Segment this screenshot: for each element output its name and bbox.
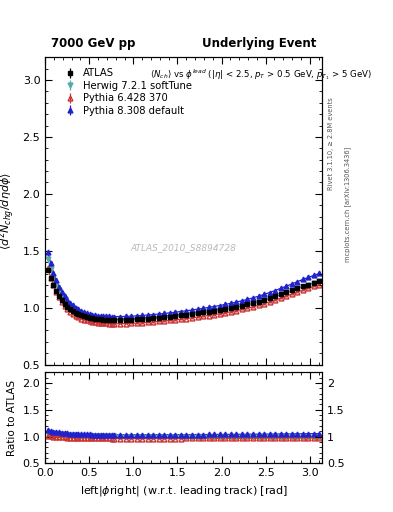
- Text: Underlying Event: Underlying Event: [202, 37, 317, 50]
- Text: ATLAS_2010_S8894728: ATLAS_2010_S8894728: [131, 243, 237, 252]
- Text: $\langle N_{ch}\rangle$ vs $\phi^{lead}$ ($|\eta|$ < 2.5, $p_T$ > 0.5 GeV, $p_{T: $\langle N_{ch}\rangle$ vs $\phi^{lead}$…: [151, 67, 373, 81]
- Bar: [45, 435, 322, 438]
- Text: Rivet 3.1.10, ≥ 2.8M events: Rivet 3.1.10, ≥ 2.8M events: [328, 97, 334, 190]
- Y-axis label: Ratio to ATLAS: Ratio to ATLAS: [7, 380, 17, 456]
- Legend: ATLAS, Herwig 7.2.1 softTune, Pythia 6.428 370, Pythia 8.308 default: ATLAS, Herwig 7.2.1 softTune, Pythia 6.4…: [61, 69, 192, 116]
- X-axis label: left$|\phi$right$|$ (w.r.t. leading track) [rad]: left$|\phi$right$|$ (w.r.t. leading trac…: [80, 484, 288, 498]
- Text: 7000 GeV pp: 7000 GeV pp: [51, 37, 135, 50]
- Y-axis label: $\langle d^2 N_{chg}/d\eta d\phi\rangle$: $\langle d^2 N_{chg}/d\eta d\phi\rangle$: [0, 172, 17, 250]
- Text: mcplots.cern.ch [arXiv:1306.3436]: mcplots.cern.ch [arXiv:1306.3436]: [344, 147, 351, 263]
